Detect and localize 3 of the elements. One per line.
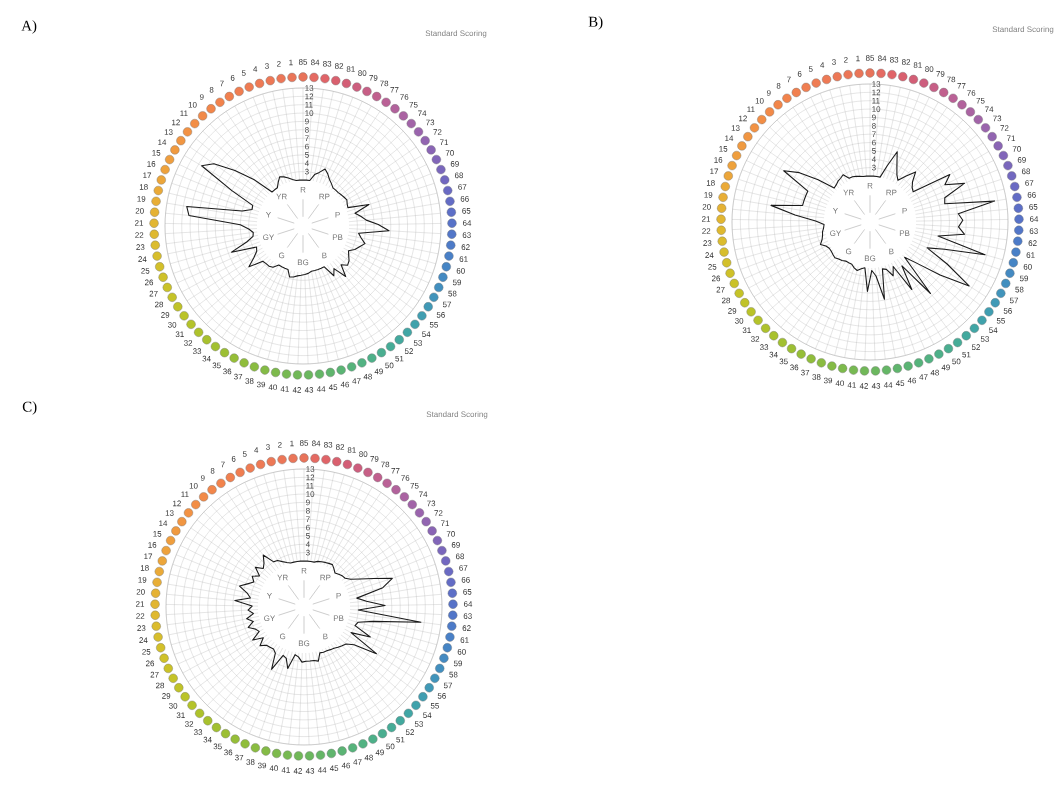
chart-title: A): [21, 20, 37, 34]
chart-title: B): [588, 16, 603, 30]
chart-title: C): [22, 401, 37, 415]
